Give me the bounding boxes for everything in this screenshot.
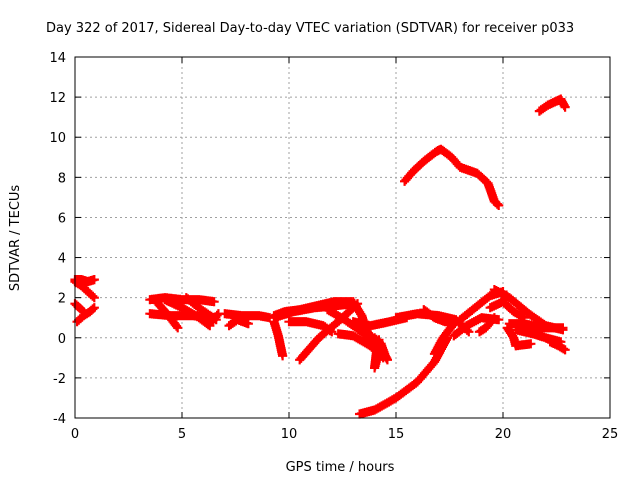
point-marker <box>284 317 337 337</box>
y-tick-label: -2 <box>53 372 66 387</box>
data-series-f6 <box>485 297 529 323</box>
x-tick-label: 10 <box>281 427 298 442</box>
data-series-d2 <box>269 297 356 321</box>
y-tick-label: 8 <box>58 171 66 186</box>
data-series-d5 <box>284 317 337 337</box>
point-marker <box>160 295 215 331</box>
point-marker <box>269 317 288 361</box>
x-tick-label: 20 <box>495 427 512 442</box>
y-tick-label: 0 <box>58 332 66 347</box>
x-tick-label: 15 <box>388 427 405 442</box>
data-series-f9 <box>502 323 536 351</box>
point-marker <box>485 297 529 323</box>
point-marker <box>502 323 536 351</box>
x-tick-label: 5 <box>178 427 186 442</box>
point-marker <box>220 309 275 323</box>
data-series-d3 <box>269 317 288 361</box>
data-series-f11 <box>474 313 499 337</box>
x-axis-label: GPS time / hours <box>286 460 395 475</box>
grid-lines <box>75 57 610 418</box>
point-marker <box>151 297 183 333</box>
y-tick-label: 10 <box>49 131 66 146</box>
data-series-d11 <box>370 335 386 373</box>
point-marker <box>429 319 459 359</box>
point-marker <box>504 319 568 333</box>
point-marker <box>534 94 570 116</box>
chart-title: Day 322 of 2017, Sidereal Day-to-day VTE… <box>46 21 574 36</box>
data-series-h1 <box>534 94 570 116</box>
plot-frame <box>74 56 611 419</box>
data-series-b3 <box>151 297 183 333</box>
point-marker <box>370 335 386 373</box>
data-series-c2 <box>224 315 253 331</box>
data-series-f7 <box>504 319 568 333</box>
y-tick-label: 4 <box>58 252 66 267</box>
x-tick-label: 0 <box>71 427 79 442</box>
y-tick-label: 2 <box>58 292 66 307</box>
data-series-f2 <box>419 305 461 327</box>
data-series-c1 <box>220 309 275 323</box>
y-tick-label: -4 <box>53 412 66 427</box>
axis-ticks: 0 5 10 15 20 25 -4 -2 0 2 4 6 8 10 12 14 <box>49 51 618 442</box>
x-tick-label: 25 <box>602 427 619 442</box>
y-tick-label: 6 <box>58 211 66 226</box>
data-marks <box>70 94 570 419</box>
data-series-b6 <box>207 309 223 327</box>
point-marker <box>269 297 356 321</box>
y-axis-label: SDTVAR / TECUs <box>8 185 23 292</box>
data-series-f10 <box>545 337 570 355</box>
data-series-g1 <box>400 144 504 210</box>
point-marker <box>419 305 461 327</box>
data-series-e2 <box>429 319 459 359</box>
point-marker <box>474 313 499 337</box>
point-marker <box>207 309 223 327</box>
point-marker <box>545 337 570 355</box>
data-series-b4 <box>160 295 215 331</box>
point-marker <box>224 315 253 331</box>
point-marker <box>400 144 504 210</box>
y-tick-label: 14 <box>49 51 66 66</box>
y-tick-label: 12 <box>49 91 66 106</box>
